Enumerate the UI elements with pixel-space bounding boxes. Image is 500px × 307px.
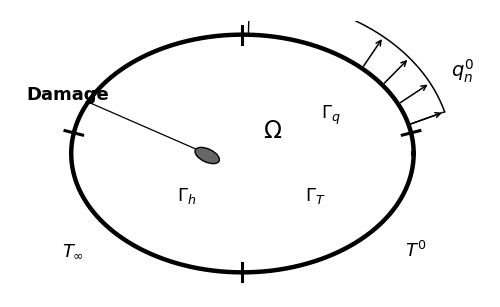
Text: $\Gamma_q$: $\Gamma_q$ xyxy=(321,104,341,127)
Text: Damage: Damage xyxy=(26,86,108,104)
Text: $\Gamma_h$: $\Gamma_h$ xyxy=(178,186,197,206)
Text: $\Gamma_T$: $\Gamma_T$ xyxy=(304,186,326,206)
Text: $T^0$: $T^0$ xyxy=(405,241,426,261)
Text: $T_\infty$: $T_\infty$ xyxy=(62,242,84,260)
Ellipse shape xyxy=(195,147,220,164)
Text: $\Omega$: $\Omega$ xyxy=(263,119,282,143)
Text: $q_n^0$: $q_n^0$ xyxy=(450,57,473,85)
